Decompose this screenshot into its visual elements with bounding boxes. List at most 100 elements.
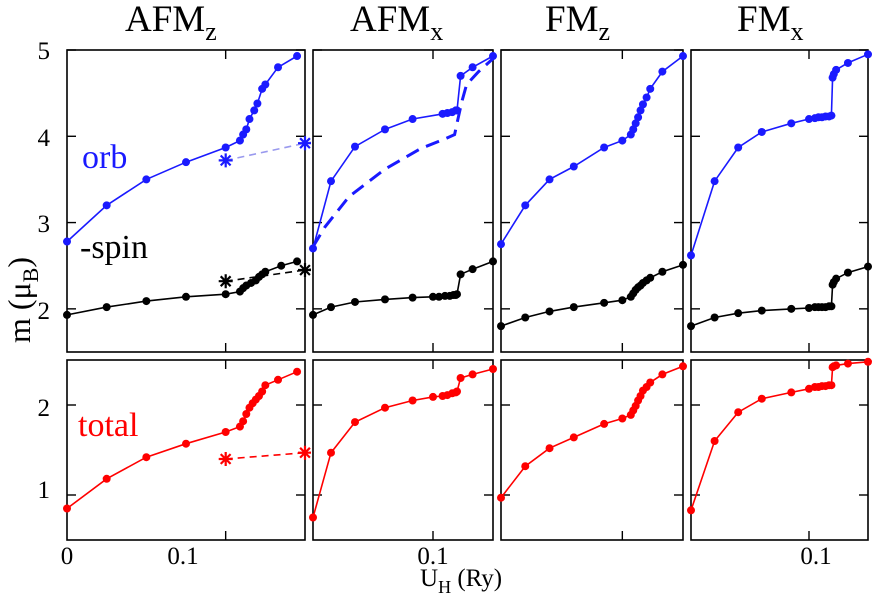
series-1-top-0-point-3 [381, 125, 389, 134]
series-1-top-0-line [312, 55, 494, 249]
series-1-top-0-point-0 [309, 244, 317, 253]
series-1-top-2-point-11 [453, 290, 461, 299]
series-2-top-1-point-13 [646, 273, 655, 282]
x-tick-label-p0-0.1: 0.1 [167, 543, 198, 570]
series-0-bottom-0-point-4 [221, 428, 230, 436]
series-2-top-1-point-5 [618, 296, 627, 305]
panel-3-bottom [687, 357, 872, 541]
series-2-top-0-point-8 [631, 119, 640, 128]
series-2-top-0-line [500, 55, 684, 245]
x-axis-label: UH (Ry) [420, 565, 502, 597]
annotation-spin: -spin [80, 229, 148, 266]
series-1-top-2-point-3 [381, 295, 389, 304]
series-1-bottom-0-point-1 [327, 448, 335, 457]
series-0-bottom-1-point-1 [298, 445, 311, 460]
series-2-bottom-0-point-2 [545, 444, 554, 453]
series-0-bottom-0-point-3 [182, 439, 190, 448]
y-tick-label-bottom-1: 1 [38, 477, 51, 504]
panel-0-bottom-series [63, 367, 311, 513]
series-0-bottom-0-point-1 [102, 474, 111, 483]
series-1-top-2-point-4 [408, 293, 417, 302]
series-0-top-2-point-12 [261, 267, 270, 276]
series-0-top-0-point-1 [102, 201, 111, 210]
series-2-top-1-point-1 [521, 313, 530, 322]
series-2-top-0-point-10 [636, 106, 645, 115]
series-1-bottom-0-point-4 [408, 396, 417, 405]
series-1-bottom-0-point-0 [309, 513, 317, 522]
panel-1-top-series [309, 52, 497, 319]
panel-3-bottom-frame [690, 359, 869, 541]
series-0-top-0-point-12 [261, 80, 270, 89]
series-0-bottom-1-point-0 [218, 452, 233, 466]
series-2-bottom-0-point-4 [600, 419, 609, 428]
series-3-top-1-point-3 [757, 306, 766, 315]
series-1-bottom-0-point-11 [456, 374, 465, 382]
series-2-top-1-point-3 [569, 303, 578, 312]
series-2-top-0-point-14 [658, 67, 667, 76]
series-1-top-2-point-0 [309, 310, 317, 319]
series-3-top-1-point-16 [864, 262, 872, 271]
y-tick-label-top-3: 3 [38, 211, 51, 238]
panel-1-bottom-frame [312, 359, 494, 541]
series-2-top-0-point-11 [638, 100, 647, 109]
series-0-top-3-line [225, 268, 311, 282]
series-1-bottom-0-point-2 [351, 418, 359, 427]
series-1-top-2-point-5 [429, 292, 437, 301]
series-0-top-2-point-14 [293, 257, 302, 266]
series-0-top-0-point-5 [235, 136, 244, 145]
series-1-top-0-point-1 [327, 177, 335, 186]
series-2-bottom-0-point-13 [646, 378, 655, 387]
series-2-top-0-point-3 [569, 162, 578, 171]
y-tick-labels: 2 3 4 5 1 2 [38, 38, 51, 504]
series-1-top-0-point-11 [468, 63, 477, 72]
series-3-top-0-point-11 [827, 111, 836, 120]
series-0-top-1-point-1 [298, 136, 311, 151]
series-2-top-0-point-4 [600, 143, 609, 152]
series-2-bottom-0-point-5 [618, 414, 627, 423]
series-3-bottom-0-line [690, 361, 869, 511]
series-1-top-2-point-14 [489, 257, 497, 266]
series-3-bottom-0-point-0 [687, 506, 695, 515]
series-3-top-1-point-11 [827, 302, 836, 311]
series-3-top-0-line [690, 53, 869, 256]
panel-title-afmz: AFMz [125, 0, 217, 46]
series-0-top-1-line [225, 141, 311, 162]
series-3-top-0-point-15 [843, 58, 852, 67]
series-3-top-0-point-3 [757, 127, 766, 136]
series-3-top-1-point-15 [843, 268, 852, 277]
series-0-bottom-1-line [225, 451, 311, 460]
series-1-top-2-point-6 [435, 292, 443, 301]
series-3-top-0-point-14 [832, 65, 841, 74]
series-0-bottom-0-point-0 [63, 504, 71, 513]
series-1-top-2-line [312, 260, 494, 316]
series-1-bottom-0-point-3 [381, 403, 389, 412]
series-1-top-1-line [311, 57, 495, 248]
series-2-top-0-point-13 [646, 84, 655, 93]
series-1-top-2-point-1 [327, 303, 335, 312]
series-0-top-0-point-4 [221, 143, 230, 152]
panel-title-fmx: FMx [737, 0, 803, 46]
series-0-bottom-0-point-13 [261, 381, 270, 390]
series-2-top-0-point-1 [521, 201, 530, 210]
series-3-top-0-point-0 [687, 251, 695, 260]
series-0-top-0-point-10 [253, 99, 262, 108]
y-tick-label-top-4: 4 [38, 125, 51, 152]
series-2-bottom-0-line [500, 365, 684, 499]
panel-1-top [309, 49, 497, 353]
series-0-top-0-point-9 [250, 106, 259, 115]
series-3-bottom-0-point-2 [734, 408, 743, 417]
annotation-orb: orb [82, 139, 127, 176]
series-1-top-0-point-12 [489, 52, 497, 61]
plot-layer [63, 49, 872, 541]
series-1-bottom-0-point-12 [468, 370, 477, 379]
series-0-top-0-point-13 [274, 63, 283, 72]
series-1-bottom-0-point-10 [453, 387, 461, 396]
series-2-top-0-point-12 [642, 93, 651, 102]
series-3-top-1-point-5 [805, 303, 813, 312]
series-2-top-0-point-15 [679, 52, 687, 61]
panel-1-bottom [309, 359, 497, 541]
series-3-top-0-point-16 [864, 50, 872, 59]
series-0-top-0-point-7 [242, 125, 251, 134]
y-tick-label-top-5: 5 [38, 38, 51, 65]
y-axis-label: m (μB) [1, 257, 43, 343]
